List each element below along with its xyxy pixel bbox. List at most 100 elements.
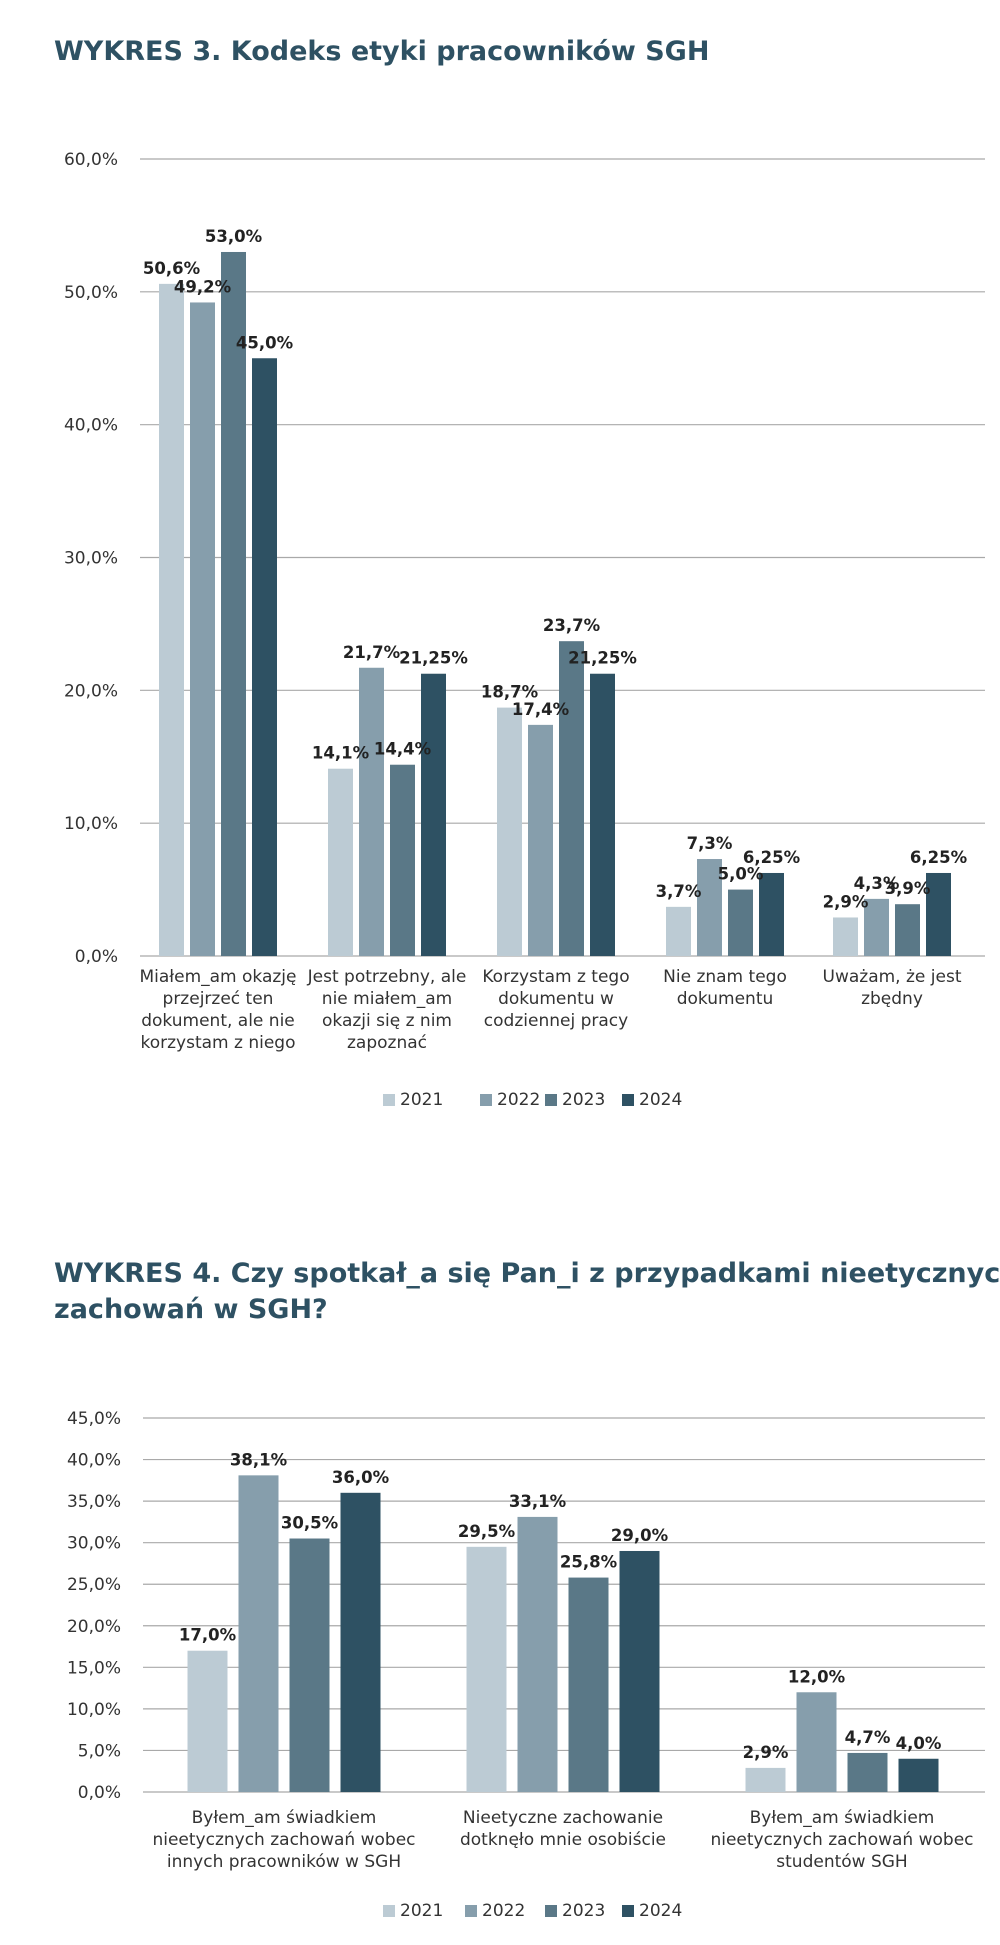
bar-2021 bbox=[187, 1650, 228, 1792]
category-labels: Byłem_am świadkiem nieetycznych zachowań … bbox=[152, 1808, 973, 1872]
bar-2024 bbox=[252, 358, 277, 956]
y-tick-label: 25,0% bbox=[67, 1575, 121, 1595]
bar-2021 bbox=[159, 283, 184, 956]
bar-2024 bbox=[759, 872, 784, 956]
legend-swatch-2022 bbox=[465, 1905, 477, 1917]
legend-label: 2022 bbox=[497, 1090, 540, 1110]
legend-swatch-2024 bbox=[622, 1094, 634, 1106]
data-label: 23,7% bbox=[543, 616, 601, 635]
category-label: Jest potrzebny, ale nie miałem_am okazji s… bbox=[307, 967, 467, 1053]
data-label: 3,9% bbox=[885, 879, 931, 898]
data-label: 21,7% bbox=[343, 643, 401, 662]
chart-title-line-1: WYKRES 4. Czy spotkał_a się Pan_i z przy… bbox=[54, 1258, 1000, 1289]
data-label: 50,6% bbox=[143, 259, 201, 278]
data-label: 17,4% bbox=[512, 700, 570, 719]
bar-2023 bbox=[847, 1752, 888, 1792]
data-labels: 50,6% 14,1% 18,7% 3,7% 2,9% 49,2% 21,7% 17,4% 7,… bbox=[143, 227, 968, 911]
y-tick-label: 20,0% bbox=[64, 681, 118, 701]
bar-2021 bbox=[666, 906, 691, 956]
data-label: 21,25% bbox=[399, 649, 468, 668]
legend-swatch-2023 bbox=[545, 1905, 557, 1917]
y-axis-ticks: 0,0% 5,0% 10,0% 15,0% 20,0% 25,0% 30,0% 35,0% 40… bbox=[67, 1409, 121, 1803]
bar-2022 bbox=[190, 302, 215, 957]
y-tick-label: 10,0% bbox=[67, 1700, 121, 1720]
data-label: 25,8% bbox=[560, 1553, 618, 1572]
legend-label: 2023 bbox=[562, 1090, 605, 1110]
bar-2024 bbox=[590, 673, 615, 956]
data-label: 3,7% bbox=[656, 882, 702, 901]
bar-2024 bbox=[619, 1550, 660, 1792]
legend-swatch-2024 bbox=[622, 1905, 634, 1917]
data-labels: 17,0% 29,5% 2,9% 38,1% 33,1% 12,0% 30,5% 25,8% 4… bbox=[179, 1450, 942, 1762]
data-label: 2,9% bbox=[823, 892, 869, 911]
data-label: 38,1% bbox=[230, 1450, 288, 1469]
data-label: 12,0% bbox=[788, 1667, 846, 1686]
legend: 2021 2022 2023 2024 bbox=[383, 1090, 682, 1110]
bars bbox=[187, 1475, 939, 1792]
chart-wykres-4: WYKRES 4. Czy spotkał_a się Pan_i z przy… bbox=[54, 1258, 1000, 1921]
bar-2023 bbox=[559, 641, 584, 956]
legend-label: 2021 bbox=[400, 1090, 443, 1110]
bar-2021 bbox=[328, 768, 353, 956]
data-label: 6,25% bbox=[743, 848, 801, 867]
y-tick-label: 0,0% bbox=[75, 947, 118, 967]
bar-2024 bbox=[421, 673, 446, 956]
y-tick-label: 5,0% bbox=[78, 1741, 121, 1761]
data-label: 21,25% bbox=[568, 649, 637, 668]
data-label: 7,3% bbox=[687, 834, 733, 853]
bar-2024 bbox=[340, 1492, 381, 1792]
bar-2022 bbox=[864, 898, 889, 956]
y-tick-label: 50,0% bbox=[64, 283, 118, 303]
legend-swatch-2021 bbox=[383, 1905, 395, 1917]
legend-label: 2023 bbox=[562, 1901, 605, 1921]
y-tick-label: 40,0% bbox=[64, 416, 118, 436]
bars bbox=[159, 251, 951, 957]
bar-2021 bbox=[466, 1546, 507, 1792]
category-label: Korzystam z tego dokumentu w codziennej pr… bbox=[482, 967, 629, 1031]
category-label: Byłem_am świadkiem nieetycznych zachowań … bbox=[710, 1808, 973, 1872]
bar-2022 bbox=[238, 1475, 279, 1792]
legend-swatch-2023 bbox=[545, 1094, 557, 1106]
bar-2021 bbox=[497, 707, 522, 956]
legend-label: 2024 bbox=[639, 1090, 682, 1110]
data-label: 29,0% bbox=[611, 1526, 669, 1545]
bar-2021 bbox=[833, 917, 858, 956]
y-tick-label: 45,0% bbox=[67, 1409, 121, 1429]
legend-swatch-2022 bbox=[480, 1094, 492, 1106]
bar-2023 bbox=[568, 1577, 609, 1792]
y-tick-label: 35,0% bbox=[67, 1492, 121, 1512]
bar-2022 bbox=[796, 1692, 837, 1792]
data-label: 2,9% bbox=[743, 1743, 789, 1762]
y-tick-label: 60,0% bbox=[64, 150, 118, 170]
y-tick-label: 30,0% bbox=[64, 549, 118, 569]
data-label: 30,5% bbox=[281, 1514, 339, 1533]
y-tick-label: 10,0% bbox=[64, 814, 118, 834]
bar-2023 bbox=[728, 889, 753, 956]
data-label: 36,0% bbox=[332, 1468, 390, 1487]
bar-2024 bbox=[926, 872, 951, 956]
bar-2023 bbox=[289, 1538, 330, 1792]
y-tick-label: 30,0% bbox=[67, 1534, 121, 1554]
data-label: 17,0% bbox=[179, 1626, 237, 1645]
legend-label: 2022 bbox=[482, 1901, 525, 1921]
data-label: 5,0% bbox=[718, 865, 764, 884]
legend-swatch-2021 bbox=[383, 1094, 395, 1106]
y-tick-label: 20,0% bbox=[67, 1617, 121, 1637]
data-label: 4,3% bbox=[854, 874, 900, 893]
y-tick-label: 40,0% bbox=[67, 1451, 121, 1471]
bar-2022 bbox=[517, 1516, 558, 1792]
category-label: Uważam, że jest zbędny bbox=[823, 967, 962, 1009]
category-label: Nieetyczne zachowanie dotknęło mnie osobi… bbox=[460, 1808, 666, 1850]
legend-label: 2021 bbox=[400, 1901, 443, 1921]
bar-2021 bbox=[745, 1767, 786, 1792]
data-label: 53,0% bbox=[205, 227, 263, 246]
data-label: 29,5% bbox=[458, 1522, 516, 1541]
bar-2022 bbox=[528, 724, 553, 956]
data-label: 6,25% bbox=[910, 848, 968, 867]
data-label: 18,7% bbox=[481, 683, 539, 702]
category-label: Miałem_am okazję przejrzeć ten dokument, a… bbox=[139, 967, 296, 1053]
data-label: 14,1% bbox=[312, 744, 370, 763]
category-labels: Miałem_am okazję przejrzeć ten dokument, a… bbox=[139, 967, 961, 1053]
data-label: 14,4% bbox=[374, 740, 432, 759]
